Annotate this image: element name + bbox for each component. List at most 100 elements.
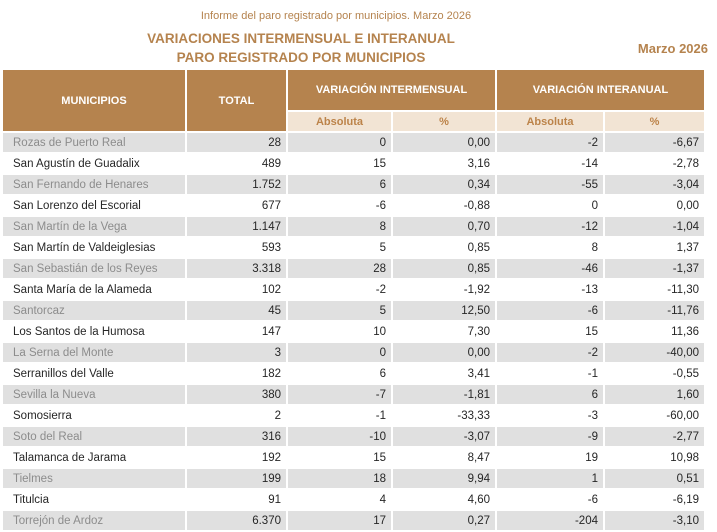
- interanual-percent-cell: -2,77: [605, 427, 704, 446]
- page-title-line-2: PARO REGISTRADO POR MUNICIPIOS: [176, 50, 426, 65]
- interanual-absoluta-cell: -13: [497, 280, 603, 299]
- total-cell: 102: [187, 280, 286, 299]
- intermensual-absoluta-cell: 5: [288, 238, 391, 257]
- interanual-percent-cell: -1,04: [605, 217, 704, 236]
- table-row: Talamanca de Jarama 192 15 8,47 19 10,98: [3, 448, 704, 467]
- intermensual-percent-cell: 8,47: [393, 448, 495, 467]
- total-cell: 677: [187, 196, 286, 215]
- intermensual-absoluta-cell: 15: [288, 448, 391, 467]
- municipality-cell: Torrejón de Ardoz: [3, 511, 185, 530]
- municipality-cell: San Fernando de Henares: [3, 175, 185, 194]
- table-row: Tielmes 199 18 9,94 1 0,51: [3, 469, 704, 488]
- total-cell: 45: [187, 301, 286, 320]
- intermensual-absoluta-cell: 28: [288, 259, 391, 278]
- column-header-total: TOTAL: [187, 70, 286, 131]
- column-header-municipios: MUNICIPIOS: [3, 70, 185, 131]
- intermensual-percent-cell: -1,81: [393, 385, 495, 404]
- paro-municipios-table: MUNICIPIOS TOTAL VARIACIÓN INTERMENSUAL …: [1, 68, 706, 532]
- total-cell: 91: [187, 490, 286, 509]
- municipality-cell: Santa María de la Alameda: [3, 280, 185, 299]
- interanual-percent-cell: -6,19: [605, 490, 704, 509]
- total-cell: 593: [187, 238, 286, 257]
- report-subtitle: Informe del paro registrado por municipi…: [200, 10, 472, 22]
- table-body: Rozas de Puerto Real 28 0 0,00 -2 -6,67 San Ag…: [3, 133, 704, 530]
- total-cell: 1.147: [187, 217, 286, 236]
- municipality-cell: Serranillos del Valle: [3, 364, 185, 383]
- total-cell: 316: [187, 427, 286, 446]
- subheader-interanual-absoluta: Absoluta: [497, 112, 603, 131]
- column-header-variacion-intermensual: VARIACIÓN INTERMENSUAL: [288, 70, 495, 110]
- table-row: La Serna del Monte 3 0 0,00 -2 -40,00: [3, 343, 704, 362]
- total-cell: 380: [187, 385, 286, 404]
- interanual-absoluta-cell: -55: [497, 175, 603, 194]
- interanual-absoluta-cell: -1: [497, 364, 603, 383]
- total-cell: 28: [187, 133, 286, 152]
- intermensual-percent-cell: 0,34: [393, 175, 495, 194]
- table-row: Rozas de Puerto Real 28 0 0,00 -2 -6,67: [3, 133, 704, 152]
- column-header-variacion-interanual: VARIACIÓN INTERANUAL: [497, 70, 704, 110]
- interanual-percent-cell: -2,78: [605, 154, 704, 173]
- table-header: MUNICIPIOS TOTAL VARIACIÓN INTERMENSUAL …: [3, 70, 704, 131]
- interanual-percent-cell: -3,10: [605, 511, 704, 530]
- table-row: Sevilla la Nueva 380 -7 -1,81 6 1,60: [3, 385, 704, 404]
- table-row: Serranillos del Valle 182 6 3,41 -1 -0,55: [3, 364, 704, 383]
- interanual-absoluta-cell: -204: [497, 511, 603, 530]
- intermensual-absoluta-cell: -7: [288, 385, 391, 404]
- intermensual-percent-cell: 3,16: [393, 154, 495, 173]
- interanual-absoluta-cell: -9: [497, 427, 603, 446]
- municipality-cell: San Martín de la Vega: [3, 217, 185, 236]
- intermensual-absoluta-cell: 0: [288, 133, 391, 152]
- interanual-percent-cell: -60,00: [605, 406, 704, 425]
- intermensual-percent-cell: 0,27: [393, 511, 495, 530]
- total-cell: 199: [187, 469, 286, 488]
- intermensual-absoluta-cell: 5: [288, 301, 391, 320]
- intermensual-absoluta-cell: 6: [288, 364, 391, 383]
- interanual-absoluta-cell: -6: [497, 490, 603, 509]
- intermensual-absoluta-cell: 8: [288, 217, 391, 236]
- table-row: San Sebastián de los Reyes 3.318 28 0,85 -46…: [3, 259, 704, 278]
- interanual-absoluta-cell: 1: [497, 469, 603, 488]
- intermensual-absoluta-cell: 4: [288, 490, 391, 509]
- intermensual-percent-cell: -1,92: [393, 280, 495, 299]
- municipality-cell: La Serna del Monte: [3, 343, 185, 362]
- municipality-cell: San Martín de Valdeiglesias: [3, 238, 185, 257]
- municipality-cell: Santorcaz: [3, 301, 185, 320]
- intermensual-absoluta-cell: 15: [288, 154, 391, 173]
- municipality-cell: Sevilla la Nueva: [3, 385, 185, 404]
- municipality-cell: Los Santos de la Humosa: [3, 322, 185, 341]
- table-row: Titulcia 91 4 4,60 -6 -6,19: [3, 490, 704, 509]
- municipality-cell: Tielmes: [3, 469, 185, 488]
- subheader-intermensual-absoluta: Absoluta: [288, 112, 391, 131]
- table-row: Somosierra 2 -1 -33,33 -3 -60,00: [3, 406, 704, 425]
- total-cell: 2: [187, 406, 286, 425]
- interanual-percent-cell: 0,51: [605, 469, 704, 488]
- intermensual-percent-cell: 9,94: [393, 469, 495, 488]
- total-cell: 3.318: [187, 259, 286, 278]
- table-row: San Fernando de Henares 1.752 6 0,34 -55 -3,0…: [3, 175, 704, 194]
- interanual-percent-cell: -40,00: [605, 343, 704, 362]
- table-row: Soto del Real 316 -10 -3,07 -9 -2,77: [3, 427, 704, 446]
- municipality-cell: San Agustín de Guadalix: [3, 154, 185, 173]
- intermensual-absoluta-cell: -10: [288, 427, 391, 446]
- intermensual-percent-cell: -0,88: [393, 196, 495, 215]
- intermensual-absoluta-cell: -1: [288, 406, 391, 425]
- intermensual-percent-cell: 12,50: [393, 301, 495, 320]
- interanual-absoluta-cell: 0: [497, 196, 603, 215]
- intermensual-absoluta-cell: 6: [288, 175, 391, 194]
- interanual-percent-cell: 0,00: [605, 196, 704, 215]
- table-row: San Martín de Valdeiglesias 593 5 0,85 8 1,37: [3, 238, 704, 257]
- intermensual-percent-cell: 0,00: [393, 133, 495, 152]
- subheader-interanual-percent: %: [605, 112, 704, 131]
- interanual-absoluta-cell: 19: [497, 448, 603, 467]
- interanual-percent-cell: -1,37: [605, 259, 704, 278]
- intermensual-absoluta-cell: -2: [288, 280, 391, 299]
- table-row: San Agustín de Guadalix 489 15 3,16 -14 -2,78: [3, 154, 704, 173]
- page-title: VARIACIONES INTERMENSUAL E INTERANUAL PA…: [0, 29, 602, 67]
- intermensual-absoluta-cell: -6: [288, 196, 391, 215]
- intermensual-absoluta-cell: 0: [288, 343, 391, 362]
- intermensual-percent-cell: 0,70: [393, 217, 495, 236]
- interanual-absoluta-cell: 15: [497, 322, 603, 341]
- table-row: San Martín de la Vega 1.147 8 0,70 -12 -1,04: [3, 217, 704, 236]
- total-cell: 3: [187, 343, 286, 362]
